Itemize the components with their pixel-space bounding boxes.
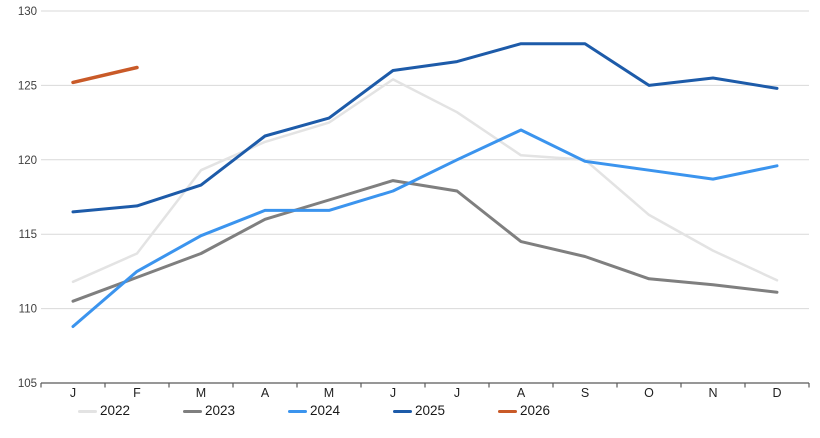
x-axis-label-12: D <box>772 386 781 400</box>
legend-item-2023: 2023 <box>183 401 288 421</box>
x-axis-label-4: A <box>261 386 270 400</box>
legend-swatch-2024-icon <box>288 409 307 413</box>
legend-item-2024: 2024 <box>288 401 393 421</box>
legend-label-2024: 2024 <box>310 403 341 418</box>
series-line-2022 <box>71 78 779 284</box>
x-axis-label-11: N <box>708 386 717 400</box>
legend-swatch-2026-icon <box>498 409 517 413</box>
x-axis-label-1: J <box>70 386 76 400</box>
y-axis-label-105: 105 <box>18 378 37 390</box>
x-axis-label-2: F <box>133 386 141 400</box>
legend-label-2023: 2023 <box>205 403 236 418</box>
y-axis-label-120: 120 <box>18 155 37 167</box>
series-line-2025 <box>71 42 779 214</box>
x-axis-label-8: A <box>517 386 526 400</box>
legend-label-2025: 2025 <box>415 403 446 418</box>
x-axis-label-10: O <box>644 386 654 400</box>
series-line-2024 <box>71 128 779 328</box>
x-axis-label-9: S <box>581 386 589 400</box>
legend-label-2022: 2022 <box>100 403 131 418</box>
x-axis-label-6: J <box>390 386 396 400</box>
y-axis-label-130: 130 <box>18 6 37 18</box>
y-axis-label-115: 115 <box>19 229 37 241</box>
y-axis-label-110: 110 <box>19 304 37 316</box>
legend-item-2022: 2022 <box>78 401 183 421</box>
legend-item-2026: 2026 <box>498 401 603 421</box>
plot-area: 105 110 115 120 125 130 J F M A M J J A S O N D <box>18 6 810 400</box>
legend-item-2025: 2025 <box>393 401 498 421</box>
legend-swatch-2025-icon <box>393 409 412 413</box>
chart-legend: 2022 2023 2024 2025 2026 <box>0 401 820 421</box>
legend-swatch-2023-icon <box>183 409 202 413</box>
legend-swatch-2022-icon <box>78 409 97 413</box>
x-axis-label-3: M <box>196 386 206 400</box>
x-axis-label-5: M <box>324 386 334 400</box>
x-axis-label-7: J <box>454 386 460 400</box>
series-line-2026 <box>71 65 139 85</box>
legend-label-2026: 2026 <box>520 403 551 418</box>
series-line-2023 <box>71 179 779 303</box>
y-axis-label-125: 125 <box>18 80 37 92</box>
